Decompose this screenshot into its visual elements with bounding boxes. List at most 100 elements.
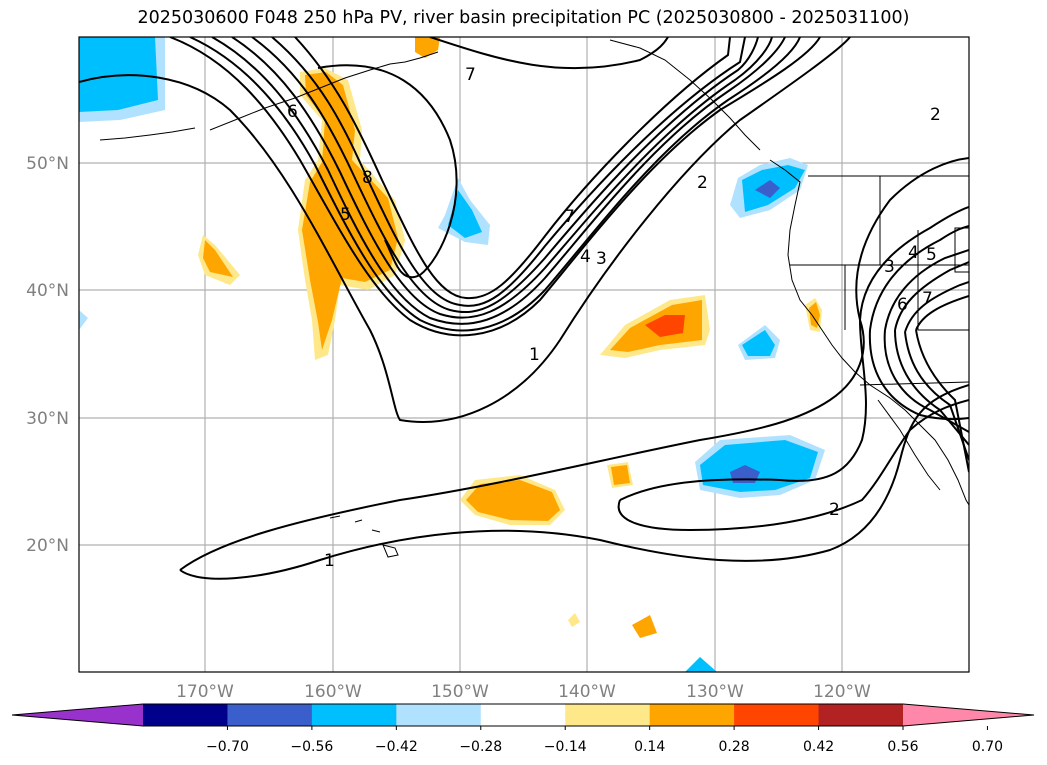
contour-6-east-lower <box>904 331 969 461</box>
contour-label: 1 <box>529 345 540 365</box>
negative-anomaly-bottom <box>685 657 717 672</box>
gridlines <box>79 37 969 672</box>
colorbar-tick-label: 0.14 <box>634 739 665 755</box>
contour-5 <box>231 37 773 319</box>
contour-7-east-lower <box>915 329 969 473</box>
contour-7 <box>271 37 746 307</box>
contour-6 <box>251 37 759 314</box>
positive-anomaly-south-small <box>568 613 580 627</box>
contour-label: 4 <box>580 247 591 267</box>
negative-anomaly-pnw-peak <box>755 180 780 198</box>
lon-label: 150°W <box>431 682 489 702</box>
contour-label: 5 <box>926 245 937 265</box>
contour-3-east-lower <box>868 329 969 421</box>
positive-anomaly-central-core <box>302 72 398 350</box>
contour-7-east <box>915 295 969 331</box>
negative-anomaly-edge <box>79 310 88 330</box>
contour-label: 4 <box>908 243 919 263</box>
contour-label: 7 <box>564 207 575 227</box>
lon-label: 120°W <box>813 682 871 702</box>
contour-5-east-lower <box>894 329 969 446</box>
lon-label: 170°W <box>176 682 234 702</box>
positive-anomaly-135w-peak <box>645 315 685 337</box>
colorbar-tick-label: 0.28 <box>719 739 750 755</box>
colorbar-tick-label: −0.70 <box>206 739 249 755</box>
positive-anomaly-top <box>415 37 440 58</box>
contour-label: 5 <box>340 205 351 225</box>
state-boundaries <box>790 176 969 331</box>
contour-2 <box>169 37 821 337</box>
alaska-coast <box>209 51 439 131</box>
colorbar-segment <box>143 704 228 726</box>
contour-label: 2 <box>697 173 708 193</box>
lat-label: 30°N <box>26 409 69 429</box>
colorbar-tick-label: −0.42 <box>375 739 418 755</box>
positive-anomaly-california-core <box>809 302 820 328</box>
contour-4 <box>211 37 786 325</box>
contour-7-north <box>429 37 669 70</box>
contour-6-east <box>904 281 969 333</box>
colorbar-segment <box>396 704 482 726</box>
aleutian-islands <box>99 127 196 141</box>
contour-label: 7 <box>465 65 476 85</box>
lat-label: 40°N <box>26 281 69 301</box>
contour-label: 1 <box>324 551 335 571</box>
colorbar-segment <box>311 704 397 726</box>
mexico-border <box>859 381 969 386</box>
lat-label: 20°N <box>26 536 69 556</box>
contour-7-closed <box>317 64 458 279</box>
colorbar-tick-label: −0.14 <box>544 739 587 755</box>
pv-contours <box>79 37 969 580</box>
colorbar-tick-label: −0.28 <box>459 739 502 755</box>
contour-3 <box>189 37 801 332</box>
colorbar-segment <box>227 704 313 726</box>
contour-label: 2 <box>829 500 840 520</box>
contour-2-south <box>619 206 969 501</box>
contour-label: 3 <box>596 249 607 269</box>
colorbar-outline <box>11 703 1035 727</box>
positive-anomaly-south <box>632 615 657 638</box>
contour-1-south <box>179 157 969 571</box>
colorbar-segment <box>480 704 566 726</box>
lat-label: 50°N <box>26 154 69 174</box>
negative-anomaly-128w-core <box>742 330 775 356</box>
positive-anomaly-168w-core <box>203 240 233 277</box>
contour-label: 7 <box>922 289 933 309</box>
contour-label: 3 <box>884 257 895 277</box>
north-america-coast <box>769 159 969 506</box>
positive-anomaly-145w-core <box>466 480 560 521</box>
longitude-labels: 170°W 160°W 150°W 140°W 130°W 120°W <box>176 682 871 702</box>
contour-label: 6 <box>287 102 298 122</box>
contour-label: 8 <box>362 168 373 188</box>
map-background <box>79 37 969 672</box>
contour-1-south-lower <box>179 384 969 580</box>
map-frame <box>78 36 970 673</box>
colorbar-tick-label: 0.42 <box>803 739 834 755</box>
contour-4-east-lower <box>883 329 969 433</box>
colorbar-tick-label: 0.70 <box>972 739 1003 755</box>
negative-anomaly-149w-core <box>448 190 482 238</box>
baja-california <box>877 399 941 491</box>
colorbar-extend-min <box>12 704 143 726</box>
contour-5-east <box>894 261 969 331</box>
colorbar-extend-max <box>903 704 1034 726</box>
lon-label: 160°W <box>304 682 362 702</box>
positive-anomaly-137w-core <box>611 465 630 485</box>
contour-4-east <box>884 249 969 331</box>
lon-label: 130°W <box>686 682 744 702</box>
colorbar-tick-label: −0.56 <box>290 739 333 755</box>
map-title: 2025030600 F048 250 hPa PV, river basin … <box>137 8 910 28</box>
lon-label: 140°W <box>558 682 616 702</box>
colorbar: −0.70 −0.56 −0.42 −0.28 −0.14 0.14 0.28 0.42 0.5… <box>11 703 1035 755</box>
map-panel: 6 7 8 5 7 4 3 2 1 1 2 3 4 5 6 7 2 <box>78 36 970 673</box>
coastlines <box>99 39 969 558</box>
contour-label: 2 <box>930 105 941 125</box>
latitude-labels: 50°N 40°N 30°N 20°N <box>26 154 69 556</box>
contour-labels: 6 7 8 5 7 4 3 2 1 1 2 3 4 5 6 7 2 <box>287 65 941 571</box>
contour-2-south-lower <box>617 399 969 532</box>
colorbar-tick-label: 0.56 <box>887 739 918 755</box>
colorbar-segment <box>818 704 904 726</box>
contour-1-north <box>79 37 851 423</box>
contour-label: 6 <box>897 295 908 315</box>
